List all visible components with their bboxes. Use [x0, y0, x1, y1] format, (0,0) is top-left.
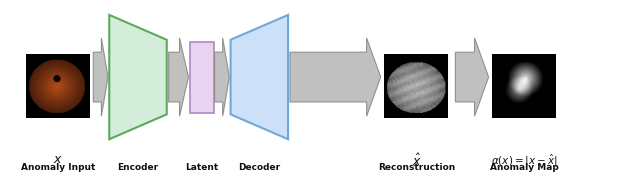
Text: Latent: Latent — [185, 163, 218, 172]
Text: $\hat{x}$: $\hat{x}$ — [412, 153, 422, 169]
Polygon shape — [456, 38, 488, 116]
Text: Reconstruction: Reconstruction — [378, 163, 456, 172]
Polygon shape — [230, 15, 288, 139]
Polygon shape — [290, 38, 381, 116]
Text: Anomaly Map: Anomaly Map — [490, 163, 559, 172]
Text: $x$: $x$ — [53, 153, 63, 166]
FancyBboxPatch shape — [189, 42, 214, 113]
Text: $\alpha(x) = |x - \hat{x}|$: $\alpha(x) = |x - \hat{x}|$ — [491, 153, 557, 169]
Text: Decoder: Decoder — [238, 163, 280, 172]
Polygon shape — [169, 38, 188, 116]
Polygon shape — [109, 15, 167, 139]
Text: Encoder: Encoder — [117, 163, 159, 172]
Polygon shape — [93, 38, 108, 116]
Polygon shape — [214, 38, 229, 116]
Text: Anomaly Input: Anomaly Input — [21, 163, 95, 172]
